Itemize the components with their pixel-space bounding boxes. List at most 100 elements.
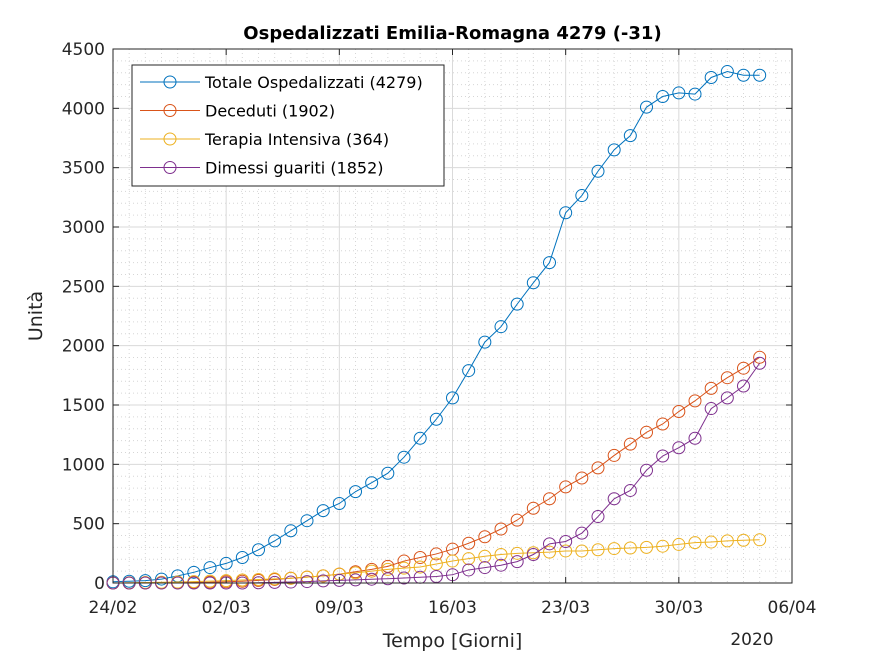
data-point xyxy=(543,492,556,506)
legend: Totale Ospedalizzati (4279) Deceduti (190… xyxy=(131,64,445,187)
data-point xyxy=(332,496,346,510)
data-point xyxy=(235,573,249,587)
data-point xyxy=(268,534,282,548)
data-point xyxy=(688,431,702,445)
data-point xyxy=(381,562,395,576)
data-point xyxy=(381,572,395,586)
data-point xyxy=(607,448,621,462)
data-point xyxy=(720,371,734,385)
legend-label: Dimessi guariti (1852) xyxy=(205,159,384,178)
data-point xyxy=(478,549,492,563)
data-point xyxy=(559,534,573,548)
data-point xyxy=(316,574,330,588)
data-point xyxy=(494,548,508,562)
data-point xyxy=(704,70,718,84)
legend-marker xyxy=(163,161,177,174)
data-point xyxy=(543,545,556,559)
data-point xyxy=(575,471,589,485)
y-tick-label: 2000 xyxy=(62,337,105,357)
data-point xyxy=(478,335,492,349)
y-axis-title: Unità xyxy=(25,291,47,341)
x-tick-label: 06/04 xyxy=(768,598,817,618)
data-point xyxy=(688,87,702,101)
data-point xyxy=(316,504,330,518)
data-point xyxy=(235,550,249,564)
legend-marker xyxy=(163,132,177,146)
data-point xyxy=(397,554,411,568)
data-point xyxy=(429,569,443,583)
data-point xyxy=(543,537,556,551)
x-tick-label: 23/03 xyxy=(541,598,590,618)
data-point xyxy=(252,543,265,557)
data-point xyxy=(332,573,346,587)
y-tick-label: 3000 xyxy=(62,218,105,238)
series-group xyxy=(106,65,767,590)
data-point xyxy=(510,555,524,569)
data-point xyxy=(720,391,734,405)
data-point xyxy=(349,573,362,587)
data-point xyxy=(300,575,314,589)
data-point xyxy=(656,417,670,431)
data-point xyxy=(656,449,670,463)
data-point xyxy=(543,256,556,270)
data-point xyxy=(349,566,362,580)
x-tick-label: 02/03 xyxy=(202,598,251,618)
data-point xyxy=(462,552,476,566)
data-point xyxy=(365,572,379,586)
data-point xyxy=(494,558,508,572)
x-axis-year-label: 2020 xyxy=(730,630,773,650)
data-point xyxy=(575,189,589,203)
data-point xyxy=(559,544,573,558)
data-point xyxy=(672,441,686,455)
data-point xyxy=(397,561,411,575)
data-point xyxy=(720,534,734,548)
data-point xyxy=(429,547,443,561)
series-1 xyxy=(106,65,767,589)
data-point xyxy=(737,361,750,375)
data-point xyxy=(737,68,750,82)
axis-ticks: 0 500 1000 1500 2000 2500 3000 3500 4000 4500 24/0… xyxy=(62,40,817,618)
data-point xyxy=(623,483,637,497)
legend-marker xyxy=(163,104,177,117)
chart-title: Ospedalizzati Emilia-Romagna 4279 (-31) xyxy=(243,23,661,44)
data-point xyxy=(365,564,379,578)
x-tick-label: 09/03 xyxy=(315,598,364,618)
data-point xyxy=(365,476,379,490)
y-tick-label: 4500 xyxy=(62,40,105,60)
data-point xyxy=(252,572,265,586)
data-point xyxy=(413,560,427,574)
data-point xyxy=(704,381,718,395)
data-point xyxy=(268,572,282,586)
legend-label: Deceduti (1902) xyxy=(205,102,335,121)
data-point xyxy=(478,530,492,544)
y-tick-label: 4000 xyxy=(62,99,105,119)
data-point xyxy=(510,546,524,560)
data-point xyxy=(155,572,168,586)
data-point xyxy=(462,364,476,378)
data-point xyxy=(591,461,605,475)
data-point xyxy=(623,541,637,555)
data-point xyxy=(462,563,476,577)
legend-item: Dimessi guariti (1852) xyxy=(140,159,384,178)
data-point xyxy=(656,89,670,103)
data-point xyxy=(349,485,362,499)
data-point xyxy=(640,100,653,114)
y-tick-label: 500 xyxy=(73,515,105,535)
data-point xyxy=(397,450,411,464)
data-point xyxy=(316,569,330,583)
data-point xyxy=(478,561,492,575)
y-tick-label: 2500 xyxy=(62,277,105,297)
data-point xyxy=(672,405,686,419)
data-point xyxy=(737,379,750,393)
legend-label: Terapia Intensiva (364) xyxy=(204,130,389,149)
data-point xyxy=(623,437,637,451)
data-point xyxy=(284,524,298,538)
legend-marker xyxy=(163,75,177,89)
data-point xyxy=(737,533,750,547)
legend-box xyxy=(131,64,445,187)
x-tick-label: 16/03 xyxy=(428,598,477,618)
x-tick-label: 30/03 xyxy=(654,598,703,618)
data-point xyxy=(575,544,589,558)
data-point xyxy=(203,561,217,575)
data-point xyxy=(284,571,298,585)
